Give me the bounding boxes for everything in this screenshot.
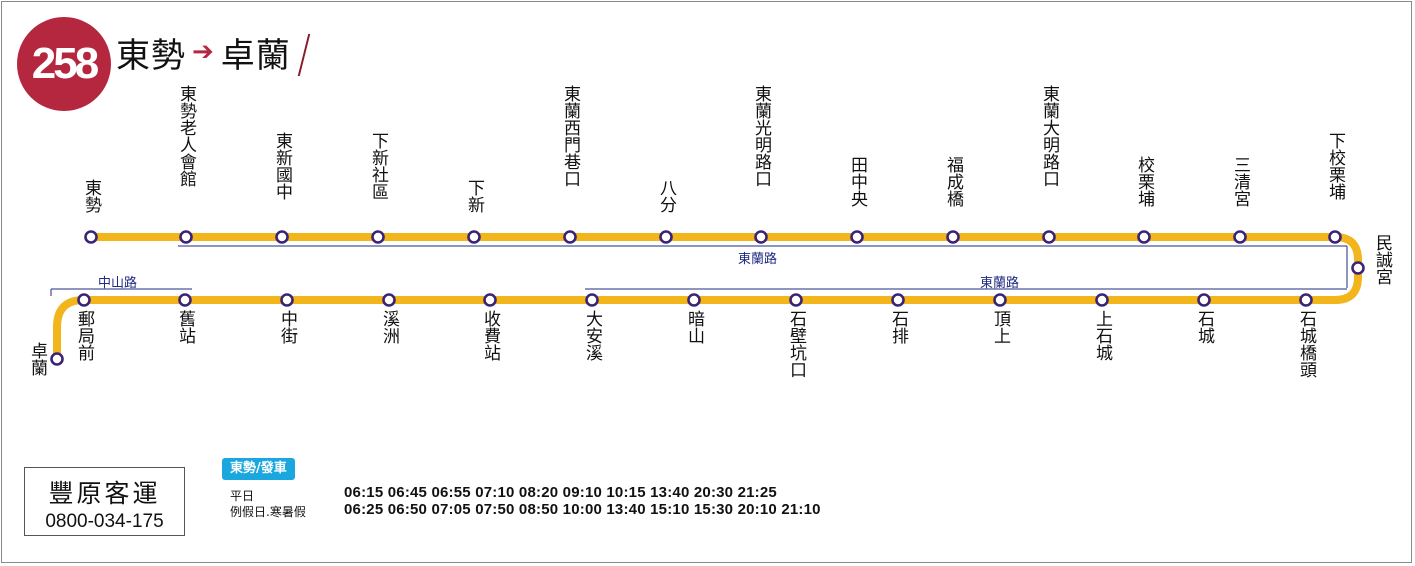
- route-line: [53, 233, 1362, 362]
- stop-marker: [178, 293, 192, 307]
- stop-label: 石城: [1194, 310, 1214, 344]
- stop-marker: [946, 230, 960, 244]
- road-label-donglan-lower: 東蘭路: [980, 276, 1020, 291]
- stop-marker: [467, 230, 481, 244]
- arrow-right-icon: ➔: [192, 37, 215, 67]
- stop-label: 上石城: [1092, 310, 1112, 361]
- stop-label: 東蘭光明路口: [751, 85, 771, 187]
- route-origin: 東勢: [116, 35, 186, 76]
- stop-label: 暗山: [684, 310, 704, 344]
- stop-label: 東新國中: [272, 132, 292, 200]
- stop-label: 田中央: [847, 155, 867, 207]
- stop-marker: [789, 293, 803, 307]
- stop-label: 三清宮: [1230, 155, 1250, 207]
- stop-marker: [179, 230, 193, 244]
- stop-marker: [659, 230, 673, 244]
- stop-label: 下校栗埔: [1325, 132, 1345, 200]
- stop-label: 東勢老人會館: [176, 85, 196, 187]
- stop-marker: [1351, 261, 1365, 275]
- stop-label: 大安溪: [582, 310, 602, 361]
- stop-label: 東蘭西門巷口: [560, 85, 580, 187]
- stop-label: 福成橋: [943, 155, 963, 207]
- stop-label: 民誠宮: [1372, 234, 1392, 285]
- timetable-weekday-label: 平日: [230, 489, 255, 503]
- stop-marker: [850, 230, 864, 244]
- route-title: 東勢 ➔ 卓蘭: [116, 30, 291, 76]
- stop-marker: [585, 293, 599, 307]
- stop-marker: [754, 230, 768, 244]
- stop-marker: [1233, 230, 1247, 244]
- stop-marker: [382, 293, 396, 307]
- stop-label: 東勢: [81, 179, 101, 213]
- stop-label: 東蘭大明路口: [1039, 85, 1059, 187]
- route-destination: 卓蘭: [220, 35, 291, 76]
- stop-label: 石排: [888, 310, 908, 344]
- stop-label: 溪洲: [379, 310, 399, 344]
- stop-label: 石壁坑口: [786, 310, 806, 378]
- timetable-holiday-times: 06:25 06:50 07:05 07:50 08:50 10:00 13:4…: [344, 501, 821, 518]
- stop-marker: [84, 230, 98, 244]
- stop-marker: [687, 293, 701, 307]
- road-label-donglan-upper: 東蘭路: [738, 252, 778, 267]
- timetable-weekday-times: 06:15 06:45 06:55 07:10 08:20 09:10 10:1…: [344, 484, 777, 501]
- stop-label: 卓蘭: [27, 342, 47, 376]
- stop-label: 下新: [464, 179, 484, 213]
- company-box: 豐原客運 0800-034-175: [24, 467, 185, 536]
- stop-label: 石城橋頭: [1296, 310, 1316, 378]
- timetable-holiday-label: 例假日.寒暑假: [230, 505, 306, 519]
- stop-label: 郵局前: [74, 310, 94, 361]
- stop-marker: [563, 230, 577, 244]
- stop-label: 頂上: [990, 310, 1010, 344]
- stop-marker: [483, 293, 497, 307]
- stop-marker: [1042, 230, 1056, 244]
- stop-label: 八分: [656, 179, 676, 213]
- stop-marker: [275, 230, 289, 244]
- stop-label: 收費站: [480, 310, 500, 361]
- stop-label: 下新社區: [368, 132, 388, 200]
- stop-marker: [280, 293, 294, 307]
- route-number: 258: [31, 39, 99, 88]
- stop-marker: [1197, 293, 1211, 307]
- stop-marker: [1095, 293, 1109, 307]
- stop-marker: [1299, 293, 1313, 307]
- stop-marker: [77, 293, 91, 307]
- stop-marker: [50, 352, 64, 366]
- company-phone: 0800-034-175: [45, 511, 164, 532]
- stop-label: 校栗埔: [1134, 155, 1154, 207]
- timetable-badge: 東勢/發車: [222, 458, 295, 480]
- stop-marker: [993, 293, 1007, 307]
- stop-label: 舊站: [175, 310, 195, 344]
- company-name: 豐原客運: [48, 479, 161, 508]
- route-number-badge: 258: [17, 17, 111, 111]
- stop-marker: [1137, 230, 1151, 244]
- stop-label: 中街: [277, 310, 297, 344]
- road-label-zhongshan: 中山路: [98, 276, 138, 291]
- stop-marker: [891, 293, 905, 307]
- stop-marker: [1328, 230, 1342, 244]
- stop-marker: [371, 230, 385, 244]
